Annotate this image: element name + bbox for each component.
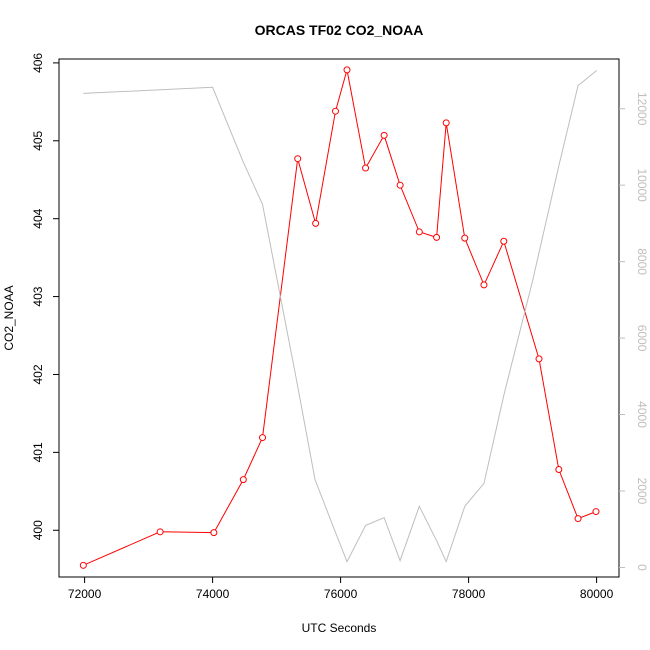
co2-data-point: [442, 119, 450, 127]
co2-data-point: [343, 66, 351, 74]
co2-data-point: [312, 219, 320, 227]
y2-tick-label: 8000: [635, 248, 649, 275]
series-layer: [79, 66, 600, 569]
co2-series-line: [83, 69, 597, 566]
y2-tick-label: 6000: [635, 325, 649, 352]
co2-data-point: [79, 561, 87, 569]
y2-tick-label: 2000: [635, 478, 649, 505]
x-tick-label: 74000: [196, 587, 230, 601]
co2-data-point: [380, 131, 388, 139]
co2-data-point: [294, 155, 302, 163]
co2-data-point: [362, 164, 370, 172]
co2-data-point: [239, 476, 247, 484]
y2-tick-label: 4000: [635, 401, 649, 428]
x-axis-title: UTC Seconds: [302, 621, 377, 635]
co2-data-point: [480, 281, 488, 289]
x-tick-label: 76000: [324, 587, 358, 601]
co2-data-point: [500, 237, 508, 245]
y-tick-label: 403: [31, 286, 45, 306]
y-tick-label: 402: [31, 364, 45, 384]
y-tick-label: 406: [31, 53, 45, 73]
y-tick-label: 404: [31, 208, 45, 228]
x-tick-label: 72000: [68, 587, 102, 601]
chart-title: ORCAS TF02 CO2_NOAA: [255, 22, 424, 38]
co2-data-point: [555, 466, 563, 474]
y-axis-title: CO2_NOAA: [2, 285, 16, 350]
co2-data-point: [210, 529, 218, 537]
x-tick-label: 78000: [452, 587, 486, 601]
co2-data-point: [415, 228, 423, 236]
y-tick-label: 400: [31, 520, 45, 540]
co2-data-point: [461, 234, 469, 242]
y-tick-label: 405: [31, 130, 45, 150]
y2-tick-label: 12000: [635, 92, 649, 126]
plot-frame: [58, 58, 620, 578]
co2-data-point: [259, 434, 267, 442]
co2-data-point: [592, 508, 600, 516]
co2-data-point: [574, 515, 582, 523]
co2-data-point: [331, 107, 339, 115]
y2-tick-label: 10000: [635, 168, 649, 202]
axes-layer: 72000 74000 76000 78000 80000400401402403404…: [31, 53, 649, 601]
co2-data-point: [396, 181, 404, 189]
altitude-series-line: [83, 70, 597, 564]
y-tick-label: 401: [31, 442, 45, 462]
x-tick-label: 80000: [580, 587, 614, 601]
co2-data-point: [433, 233, 441, 241]
y2-tick-label: 0: [635, 564, 649, 571]
co2-data-point: [156, 528, 164, 536]
co2-data-point: [535, 355, 543, 363]
